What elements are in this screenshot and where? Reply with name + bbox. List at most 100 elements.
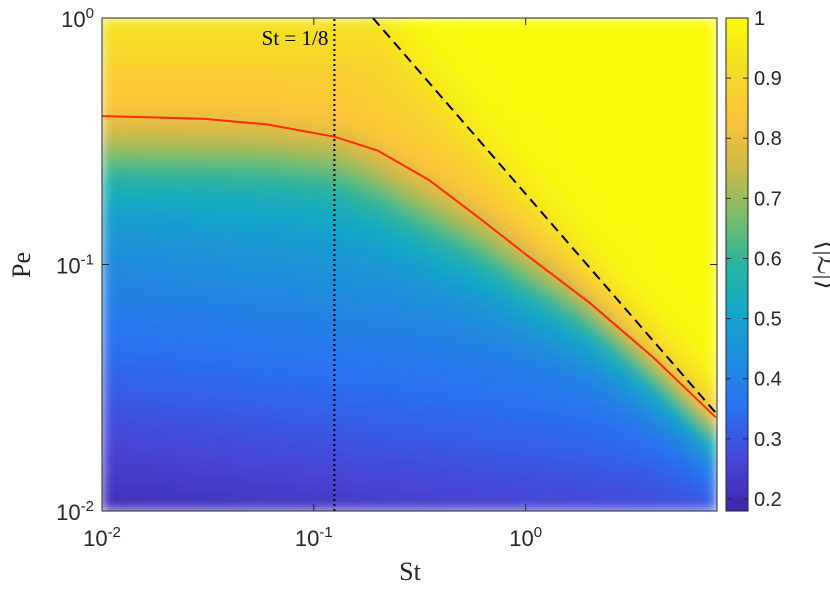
heat-cell xyxy=(678,330,689,341)
heat-cell xyxy=(485,434,497,446)
heat-cell xyxy=(370,121,382,133)
heat-cell xyxy=(159,74,170,85)
heat-cell xyxy=(102,140,113,152)
heat-cell xyxy=(341,349,353,360)
heat-cell xyxy=(610,415,622,427)
heat-cell xyxy=(322,102,334,114)
heat-cell xyxy=(706,377,717,389)
heat-cell xyxy=(543,453,555,465)
heat-cell xyxy=(293,178,305,190)
heat-cell xyxy=(697,188,708,199)
heat-cell xyxy=(120,415,132,427)
heat-cell xyxy=(457,83,468,95)
heat-cell xyxy=(312,425,324,436)
heat-cell xyxy=(207,83,218,95)
heat-cell xyxy=(130,216,141,228)
heat-cell xyxy=(495,131,507,142)
heat-cell xyxy=(418,501,430,511)
heat-cell xyxy=(697,254,708,265)
heat-cell xyxy=(505,482,516,493)
heat-cell xyxy=(457,140,468,152)
heat-cell xyxy=(187,358,199,370)
heat-cell xyxy=(466,140,478,152)
heat-cell xyxy=(581,444,593,455)
heat-cell xyxy=(303,169,314,180)
heat-cell xyxy=(178,207,189,218)
heat-cell xyxy=(658,434,670,446)
heat-cell xyxy=(562,349,574,360)
heat-cell xyxy=(418,93,430,104)
heat-cell xyxy=(687,273,699,284)
heat-cell xyxy=(553,453,564,465)
heat-cell xyxy=(341,140,353,152)
heat-cell xyxy=(591,425,603,436)
heat-cell xyxy=(216,93,228,104)
heat-cell xyxy=(572,501,583,511)
heat-cell xyxy=(207,55,218,66)
heat-cell xyxy=(630,64,641,76)
heat-cell xyxy=(610,377,622,389)
heat-cell xyxy=(620,415,632,427)
heat-cell xyxy=(572,292,583,303)
heat-cell xyxy=(658,339,670,351)
heat-cell xyxy=(505,434,516,446)
heat-cell xyxy=(293,320,305,332)
heat-cell xyxy=(581,36,593,47)
heat-cell xyxy=(264,26,276,38)
heat-cell xyxy=(630,45,641,57)
heat-cell xyxy=(178,501,189,511)
heat-cell xyxy=(505,396,516,408)
heat-cell xyxy=(370,482,382,493)
heat-cell xyxy=(284,349,295,360)
heat-cell xyxy=(630,349,641,360)
heat-cell xyxy=(284,292,295,303)
heat-cell xyxy=(476,169,487,180)
heat-cell xyxy=(389,26,401,38)
heat-cell xyxy=(274,169,286,180)
heat-cell xyxy=(322,235,334,247)
heat-cell xyxy=(457,377,468,389)
heat-cell xyxy=(255,301,266,313)
heat-cell xyxy=(159,358,170,370)
heat-cell xyxy=(457,26,468,38)
heat-cell xyxy=(591,18,603,28)
heat-cell xyxy=(245,472,257,484)
heat-cell xyxy=(581,273,593,284)
heat-cell xyxy=(630,197,641,209)
heat-cell xyxy=(601,235,612,247)
heat-cell xyxy=(447,311,459,322)
heat-cell xyxy=(255,26,266,38)
heat-cell xyxy=(341,197,353,209)
heat-cell xyxy=(187,254,199,265)
heat-cell xyxy=(649,18,660,28)
heat-cell xyxy=(255,36,266,47)
heat-cell xyxy=(591,415,603,427)
heat-cell xyxy=(312,18,324,28)
heat-cell xyxy=(332,472,343,484)
heat-cell xyxy=(149,415,161,427)
heat-cell xyxy=(360,245,372,256)
heat-cell xyxy=(495,254,507,265)
heat-cell xyxy=(178,55,189,66)
heat-cell xyxy=(687,415,699,427)
heat-cell xyxy=(332,264,343,275)
heat-cell xyxy=(649,264,660,275)
heat-cell xyxy=(159,102,170,114)
heat-cell xyxy=(524,140,535,152)
heat-cell xyxy=(332,425,343,436)
heat-cell xyxy=(351,358,362,370)
heat-cell xyxy=(351,245,362,256)
heat-cell xyxy=(370,444,382,455)
heat-cell xyxy=(485,368,497,379)
heat-cell xyxy=(697,207,708,218)
heat-cell xyxy=(322,349,334,360)
heat-cell xyxy=(168,245,180,256)
heat-cell xyxy=(178,320,189,332)
heat-cell xyxy=(639,26,651,38)
heat-cell xyxy=(553,501,564,511)
heat-cell xyxy=(524,273,535,284)
heat-cell xyxy=(581,425,593,436)
heat-cell xyxy=(697,55,708,66)
heat-cell xyxy=(447,406,459,417)
heat-cell xyxy=(668,482,680,493)
